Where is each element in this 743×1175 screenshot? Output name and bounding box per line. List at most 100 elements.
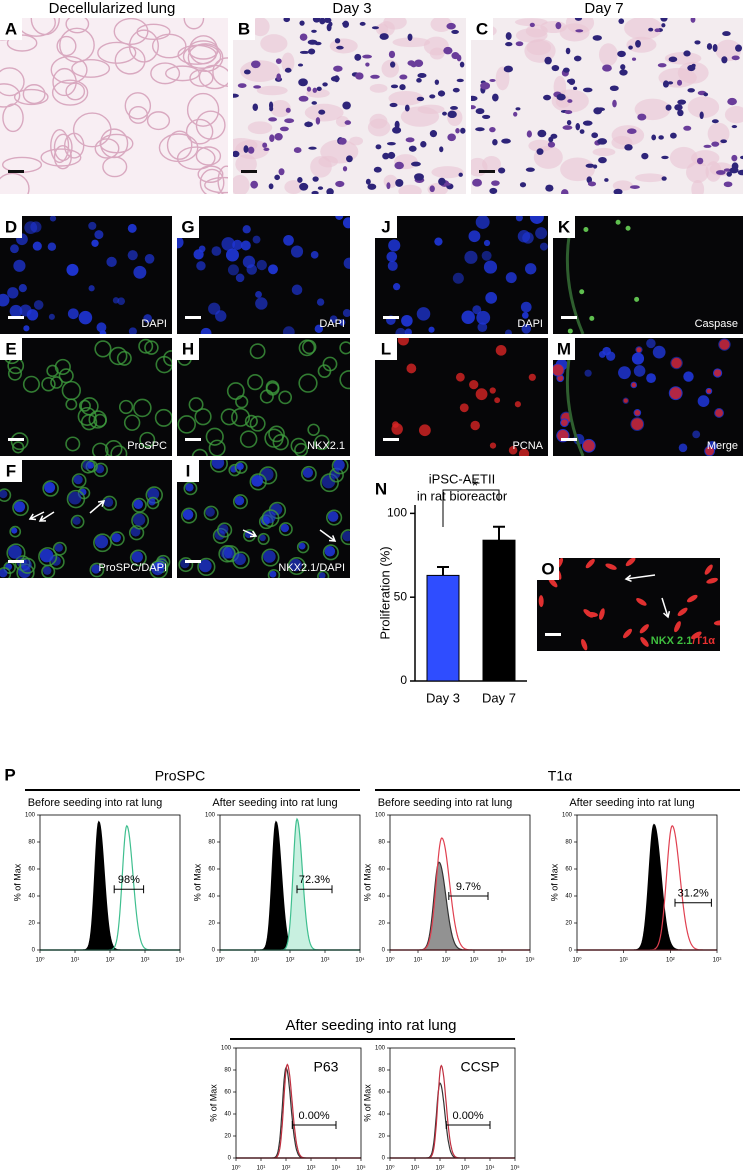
x-tick-label: 10³ <box>307 1166 316 1172</box>
alveolus <box>65 18 90 34</box>
nucleus <box>47 242 57 251</box>
cell <box>208 439 226 456</box>
nucleus <box>319 18 326 25</box>
tissue <box>235 154 257 174</box>
alveolus <box>51 79 89 106</box>
nucleus <box>566 79 574 84</box>
nucleus <box>182 509 194 520</box>
cell <box>234 460 248 474</box>
cell <box>528 373 536 381</box>
nucleus <box>393 283 401 291</box>
arrow-head <box>328 535 337 542</box>
nucleus <box>278 168 285 176</box>
cell <box>278 522 293 537</box>
cell <box>261 548 280 567</box>
stain-part: NKX 2.1 <box>651 635 693 647</box>
nucleus <box>211 460 225 469</box>
nucleus <box>515 41 524 47</box>
nucleus <box>451 29 459 34</box>
nucleus <box>726 171 733 177</box>
nucleus <box>10 244 19 254</box>
tissue <box>669 146 698 169</box>
nucleus <box>359 21 366 26</box>
x-tick-label: 10¹ <box>251 958 260 964</box>
cell <box>469 379 479 390</box>
nucleus <box>598 350 606 358</box>
image-background <box>0 18 228 194</box>
panel-letter: C <box>476 19 488 38</box>
nucleus <box>399 74 408 80</box>
marker-label: CCSP <box>461 1059 500 1075</box>
arrow-head <box>664 474 673 481</box>
y-tick-label: 40 <box>224 1112 231 1118</box>
nucleus <box>529 216 544 224</box>
x-tick-label: 10² <box>106 958 115 964</box>
nucleus <box>11 527 18 534</box>
nucleus <box>279 126 289 132</box>
scale-bar <box>185 438 201 441</box>
cell <box>178 557 194 573</box>
nucleus <box>247 146 255 154</box>
cell <box>0 488 12 503</box>
arrow <box>497 479 512 495</box>
cell <box>267 568 281 578</box>
nucleus <box>620 64 626 70</box>
alveolus <box>182 44 222 69</box>
nucleus <box>529 22 535 28</box>
nucleus <box>699 111 704 120</box>
alveolus <box>22 84 46 105</box>
cell <box>583 226 589 232</box>
nucleus <box>270 503 283 516</box>
cell <box>322 544 339 561</box>
nucleus <box>221 237 236 251</box>
nucleus <box>628 45 633 50</box>
cell <box>406 363 417 374</box>
nucleus <box>438 177 446 186</box>
nucleus <box>390 61 396 68</box>
x-tick-label: 10⁵ <box>525 957 535 964</box>
nucleus <box>8 545 22 559</box>
nucleus <box>401 314 413 327</box>
y-tick-label: 100 <box>205 813 216 819</box>
tissue <box>284 180 303 194</box>
nucleus <box>525 167 535 172</box>
nucleus <box>335 216 344 220</box>
cell <box>585 558 595 569</box>
nucleus <box>274 174 280 181</box>
nucleus <box>410 161 421 167</box>
nucleus <box>720 139 728 144</box>
cell <box>561 419 568 427</box>
histogram-curve <box>220 817 360 951</box>
cell <box>177 415 196 434</box>
tissue <box>687 96 720 119</box>
nucleus <box>624 144 633 151</box>
nucleus <box>338 137 347 145</box>
nucleus <box>731 55 740 61</box>
cell <box>138 338 154 354</box>
arrow <box>625 574 656 580</box>
nucleus <box>18 284 27 293</box>
nucleus <box>450 106 458 110</box>
y-tick-label: 0 <box>400 673 407 687</box>
panel-letter: L <box>381 339 391 358</box>
nucleus <box>218 524 229 534</box>
nucleus <box>586 176 593 184</box>
nucleus <box>539 242 548 251</box>
cell <box>216 522 233 538</box>
plot-subtitle: Before seeding into rat lung <box>28 797 163 809</box>
alveolus <box>150 62 181 85</box>
nucleus <box>434 79 440 85</box>
nucleus <box>255 291 262 298</box>
alveolus <box>94 138 120 159</box>
cell <box>623 628 632 639</box>
nucleus <box>654 28 661 33</box>
x-tick-label: 10⁰ <box>385 957 395 964</box>
cell <box>209 460 228 473</box>
scale-bar <box>383 316 399 319</box>
y-tick-label: 60 <box>208 867 215 873</box>
stain-part: /T1α <box>692 635 715 647</box>
cell <box>548 577 558 588</box>
y-tick-label: 100 <box>25 813 36 819</box>
nucleus <box>740 155 743 160</box>
x-tick-label: 10² <box>282 1166 291 1172</box>
